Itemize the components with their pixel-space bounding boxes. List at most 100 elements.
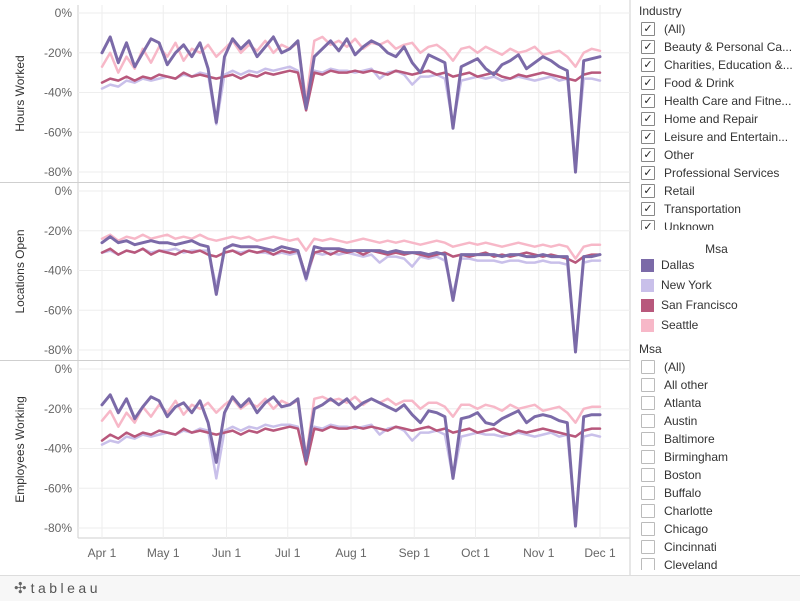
industry-item[interactable]: ✓ Health Care and Fitne... bbox=[641, 92, 800, 110]
checkbox-empty-icon[interactable] bbox=[641, 522, 655, 536]
footer-bar: ✣ tableau bbox=[0, 575, 800, 601]
checkbox-empty-icon[interactable] bbox=[641, 504, 655, 518]
series-line-seattle bbox=[100, 233, 602, 260]
checkbox-checked-icon[interactable]: ✓ bbox=[641, 184, 655, 198]
tableau-logo[interactable]: ✣ tableau bbox=[14, 579, 101, 597]
legend-item[interactable]: Dallas bbox=[641, 255, 694, 275]
y-tick-label: -40% bbox=[44, 86, 72, 100]
checkbox-empty-icon[interactable] bbox=[641, 396, 655, 410]
x-tick-label: May 1 bbox=[147, 546, 180, 560]
series-line-new-york bbox=[100, 247, 602, 348]
y-tick-label: 0% bbox=[55, 6, 73, 20]
x-tick-label: Oct 1 bbox=[461, 546, 490, 560]
y-tick-label: -20% bbox=[44, 224, 72, 238]
msa-item-label: Boston bbox=[664, 468, 702, 482]
msa-item-label: All other bbox=[664, 378, 709, 392]
x-tick-label: Sep 1 bbox=[399, 546, 431, 560]
checkbox-checked-icon[interactable]: ✓ bbox=[641, 112, 655, 126]
series-line-seattle bbox=[100, 35, 602, 102]
msa-item-label: Chicago bbox=[664, 522, 709, 536]
msa-item[interactable]: (All) bbox=[641, 358, 800, 376]
industry-filter-list: ✓ (All) ✓ Beauty & Personal Ca... ✓ Charities… bbox=[641, 20, 800, 230]
industry-item[interactable]: ✓ Home and Repair bbox=[641, 110, 800, 128]
checkbox-empty-icon[interactable] bbox=[641, 450, 655, 464]
msa-item[interactable]: Boston bbox=[641, 466, 800, 484]
msa-item-label: (All) bbox=[664, 360, 686, 374]
checkbox-empty-icon[interactable] bbox=[641, 486, 655, 500]
msa-item[interactable]: Cleveland bbox=[641, 556, 800, 570]
checkbox-checked-icon[interactable]: ✓ bbox=[641, 166, 655, 180]
legend-swatch bbox=[641, 258, 654, 272]
industry-item[interactable]: ✓ Professional Services bbox=[641, 164, 800, 182]
msa-item[interactable]: Baltimore bbox=[641, 430, 800, 448]
series-line-dallas bbox=[100, 235, 602, 354]
msa-item[interactable]: Atlanta bbox=[641, 394, 800, 412]
industry-item[interactable]: ✓ Transportation bbox=[641, 200, 800, 218]
x-tick-label: Jun 1 bbox=[212, 546, 242, 560]
series-line-dallas bbox=[100, 393, 602, 528]
checkbox-empty-icon[interactable] bbox=[641, 378, 655, 392]
y-tick-label: 0% bbox=[55, 184, 73, 198]
series-line-dallas bbox=[100, 35, 602, 174]
msa-item-label: Birmingham bbox=[664, 450, 729, 464]
industry-item[interactable]: ✓ Other bbox=[641, 146, 800, 164]
checkbox-empty-icon[interactable] bbox=[641, 360, 655, 374]
msa-item[interactable]: Cincinnati bbox=[641, 538, 800, 556]
industry-item[interactable]: ✓ Food & Drink bbox=[641, 74, 800, 92]
panel-y-label: Locations Open bbox=[13, 229, 27, 313]
checkbox-checked-icon[interactable]: ✓ bbox=[641, 148, 655, 162]
industry-item[interactable]: ✓ Leisure and Entertain... bbox=[641, 128, 800, 146]
msa-legend-title: Msa bbox=[705, 242, 728, 256]
industry-item-label: Transportation bbox=[664, 202, 741, 216]
industry-item-label: Other bbox=[664, 148, 695, 162]
tableau-logo-text: tableau bbox=[30, 580, 102, 596]
checkbox-checked-icon[interactable]: ✓ bbox=[641, 58, 655, 72]
msa-item[interactable]: Chicago bbox=[641, 520, 800, 538]
checkbox-checked-icon[interactable]: ✓ bbox=[641, 202, 655, 216]
industry-item[interactable]: ✓ (All) bbox=[641, 20, 800, 38]
checkbox-empty-icon[interactable] bbox=[641, 558, 655, 570]
msa-item-label: Cincinnati bbox=[664, 540, 717, 554]
industry-item[interactable]: ✓ Charities, Education &... bbox=[641, 56, 800, 74]
industry-item-label: Home and Repair bbox=[664, 112, 759, 126]
industry-item-label: Beauty & Personal Ca... bbox=[664, 40, 793, 54]
industry-item[interactable]: ✓ Beauty & Personal Ca... bbox=[641, 38, 800, 56]
msa-item[interactable]: Birmingham bbox=[641, 448, 800, 466]
checkbox-checked-icon[interactable]: ✓ bbox=[641, 94, 655, 108]
checkbox-empty-icon[interactable] bbox=[641, 432, 655, 446]
legend-label: Seattle bbox=[661, 318, 699, 332]
msa-item[interactable]: All other bbox=[641, 376, 800, 394]
series-line-san-francisco bbox=[100, 69, 602, 112]
checkbox-checked-icon[interactable]: ✓ bbox=[641, 130, 655, 144]
industry-item[interactable]: ✓ Unknown bbox=[641, 218, 800, 230]
panel-y-label: Hours Worked bbox=[13, 55, 27, 131]
checkbox-checked-icon[interactable]: ✓ bbox=[641, 22, 655, 36]
legend-swatch bbox=[641, 278, 654, 292]
chart-area: Apr 1 May 1 Jun 1 Jul 1 Aug 1 Sep 1 Oct 1 Nov 1… bbox=[0, 0, 631, 575]
industry-item[interactable]: ✓ Retail bbox=[641, 182, 800, 200]
checkbox-empty-icon[interactable] bbox=[641, 468, 655, 482]
series-line-seattle bbox=[100, 395, 602, 458]
msa-item[interactable]: Buffalo bbox=[641, 484, 800, 502]
checkbox-checked-icon[interactable]: ✓ bbox=[641, 76, 655, 90]
industry-item-label: Leisure and Entertain... bbox=[664, 130, 789, 144]
panel-y-label: Employees Working bbox=[13, 396, 27, 503]
msa-item[interactable]: Austin bbox=[641, 412, 800, 430]
legend-label: Dallas bbox=[661, 258, 695, 272]
checkbox-empty-icon[interactable] bbox=[641, 414, 655, 428]
legend-label: San Francisco bbox=[661, 298, 738, 312]
checkbox-checked-icon[interactable]: ✓ bbox=[641, 220, 655, 230]
legend-item[interactable]: Seattle bbox=[641, 315, 698, 335]
legend-item[interactable]: New York bbox=[641, 275, 712, 295]
sidebar: Industry ✓ (All) ✓ Beauty & Personal Ca... ✓… bbox=[633, 0, 800, 575]
msa-item-label: Cleveland bbox=[664, 558, 718, 570]
legend-swatch bbox=[641, 318, 654, 332]
y-tick-label: -80% bbox=[44, 165, 72, 179]
msa-item[interactable]: Charlotte bbox=[641, 502, 800, 520]
y-tick-label: -60% bbox=[44, 303, 72, 317]
checkbox-checked-icon[interactable]: ✓ bbox=[641, 40, 655, 54]
y-tick-label: -80% bbox=[44, 521, 72, 535]
checkbox-empty-icon[interactable] bbox=[641, 540, 655, 554]
legend-item[interactable]: San Francisco bbox=[641, 295, 738, 315]
y-tick-label: 0% bbox=[55, 362, 73, 376]
